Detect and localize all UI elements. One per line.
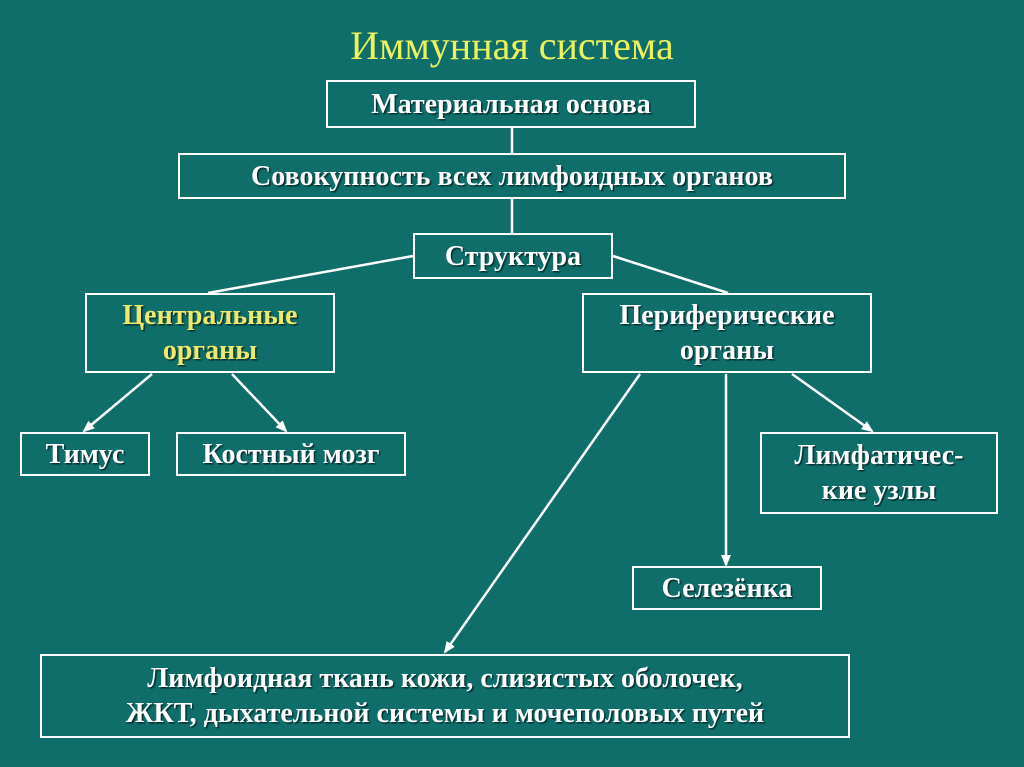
node-peripheral-organs: Периферическиеорганы: [582, 293, 872, 373]
node-label: Периферическиеорганы: [619, 298, 834, 368]
node-lymphoid-tissue: Лимфоидная ткань кожи, слизистых оболоче…: [40, 654, 850, 738]
node-label: Совокупность всех лимфоидных органов: [251, 159, 773, 194]
node-label: Костный мозг: [203, 437, 380, 472]
node-thymus: Тимус: [20, 432, 150, 476]
node-bone-marrow: Костный мозг: [176, 432, 406, 476]
diagram-title: Иммунная система: [0, 22, 1024, 69]
node-label: Лимфатичес-кие узлы: [795, 438, 964, 508]
node-lymph-nodes: Лимфатичес-кие узлы: [760, 432, 998, 514]
node-material-basis: Материальная основа: [326, 80, 696, 128]
node-label: Материальная основа: [371, 87, 651, 122]
node-spleen: Селезёнка: [632, 566, 822, 610]
node-central-organs: Центральныеорганы: [85, 293, 335, 373]
node-structure: Структура: [413, 233, 613, 279]
node-label: Лимфоидная ткань кожи, слизистых оболоче…: [126, 661, 764, 731]
node-label: Структура: [445, 239, 581, 274]
node-lymphoid-organs-all: Совокупность всех лимфоидных органов: [178, 153, 846, 199]
node-label: Тимус: [46, 437, 125, 472]
node-label: Центральныеорганы: [122, 298, 297, 368]
node-label: Селезёнка: [662, 571, 793, 606]
